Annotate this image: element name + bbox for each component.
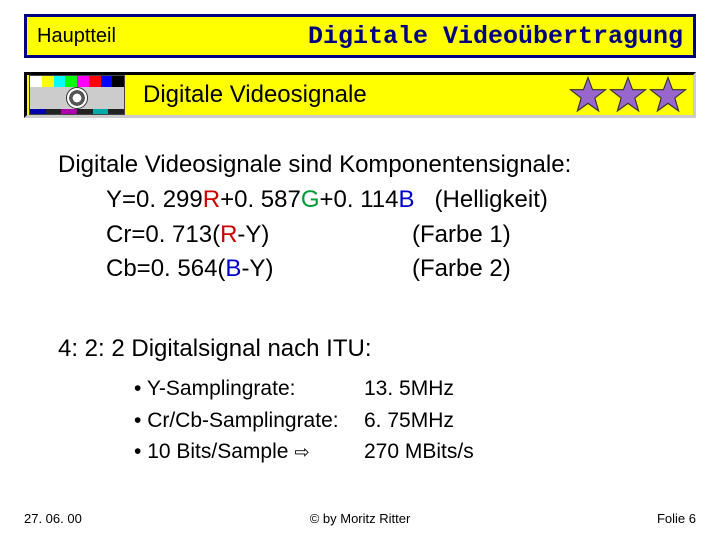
intro-text: Digitale Videosignale sind Komponentensi… [58,148,680,183]
section2-heading: 4: 2: 2 Digitalsignal nach ITU: [58,335,680,363]
star-icon [649,76,687,114]
test-pattern-icon [29,75,125,115]
footer: 27. 06. 00 © by Moritz Ritter Folie 6 [24,511,696,526]
slide-content: Digitale Videosignale sind Komponentensi… [58,148,680,468]
formula-cb: Cb=0. 564(B-Y)(Farbe 2) [106,252,680,287]
footer-date: 27. 06. 00 [24,511,82,526]
bullet-item: • Cr/Cb-Samplingrate: 6. 75MHz [134,405,680,437]
footer-copyright: © by Moritz Ritter [310,511,411,526]
section-label: Hauptteil [27,25,116,48]
bullet-item: • Y-Samplingrate: 13. 5MHz [134,373,680,405]
star-icon [569,76,607,114]
formula-cr: Cr=0. 713(R-Y)(Farbe 1) [106,218,680,253]
formula-y: Y=0. 299R+0. 587G+0. 114B (Helligkeit) [106,183,680,218]
subheader-bar: Digitale Videosignale [24,72,696,118]
presentation-title: Digitale Videoübertragung [308,22,693,51]
bullet-list: • Y-Samplingrate: 13. 5MHz • Cr/Cb-Sampl… [134,373,680,468]
header-bar: Hauptteil Digitale Videoübertragung [24,14,696,58]
slide-title: Digitale Videosignale [125,81,367,109]
footer-page: Folie 6 [657,511,696,526]
bullet-item: • 10 Bits/Sample⇨ 270 MBits/s [134,436,680,468]
star-icon [609,76,647,114]
star-decoration [569,76,693,114]
